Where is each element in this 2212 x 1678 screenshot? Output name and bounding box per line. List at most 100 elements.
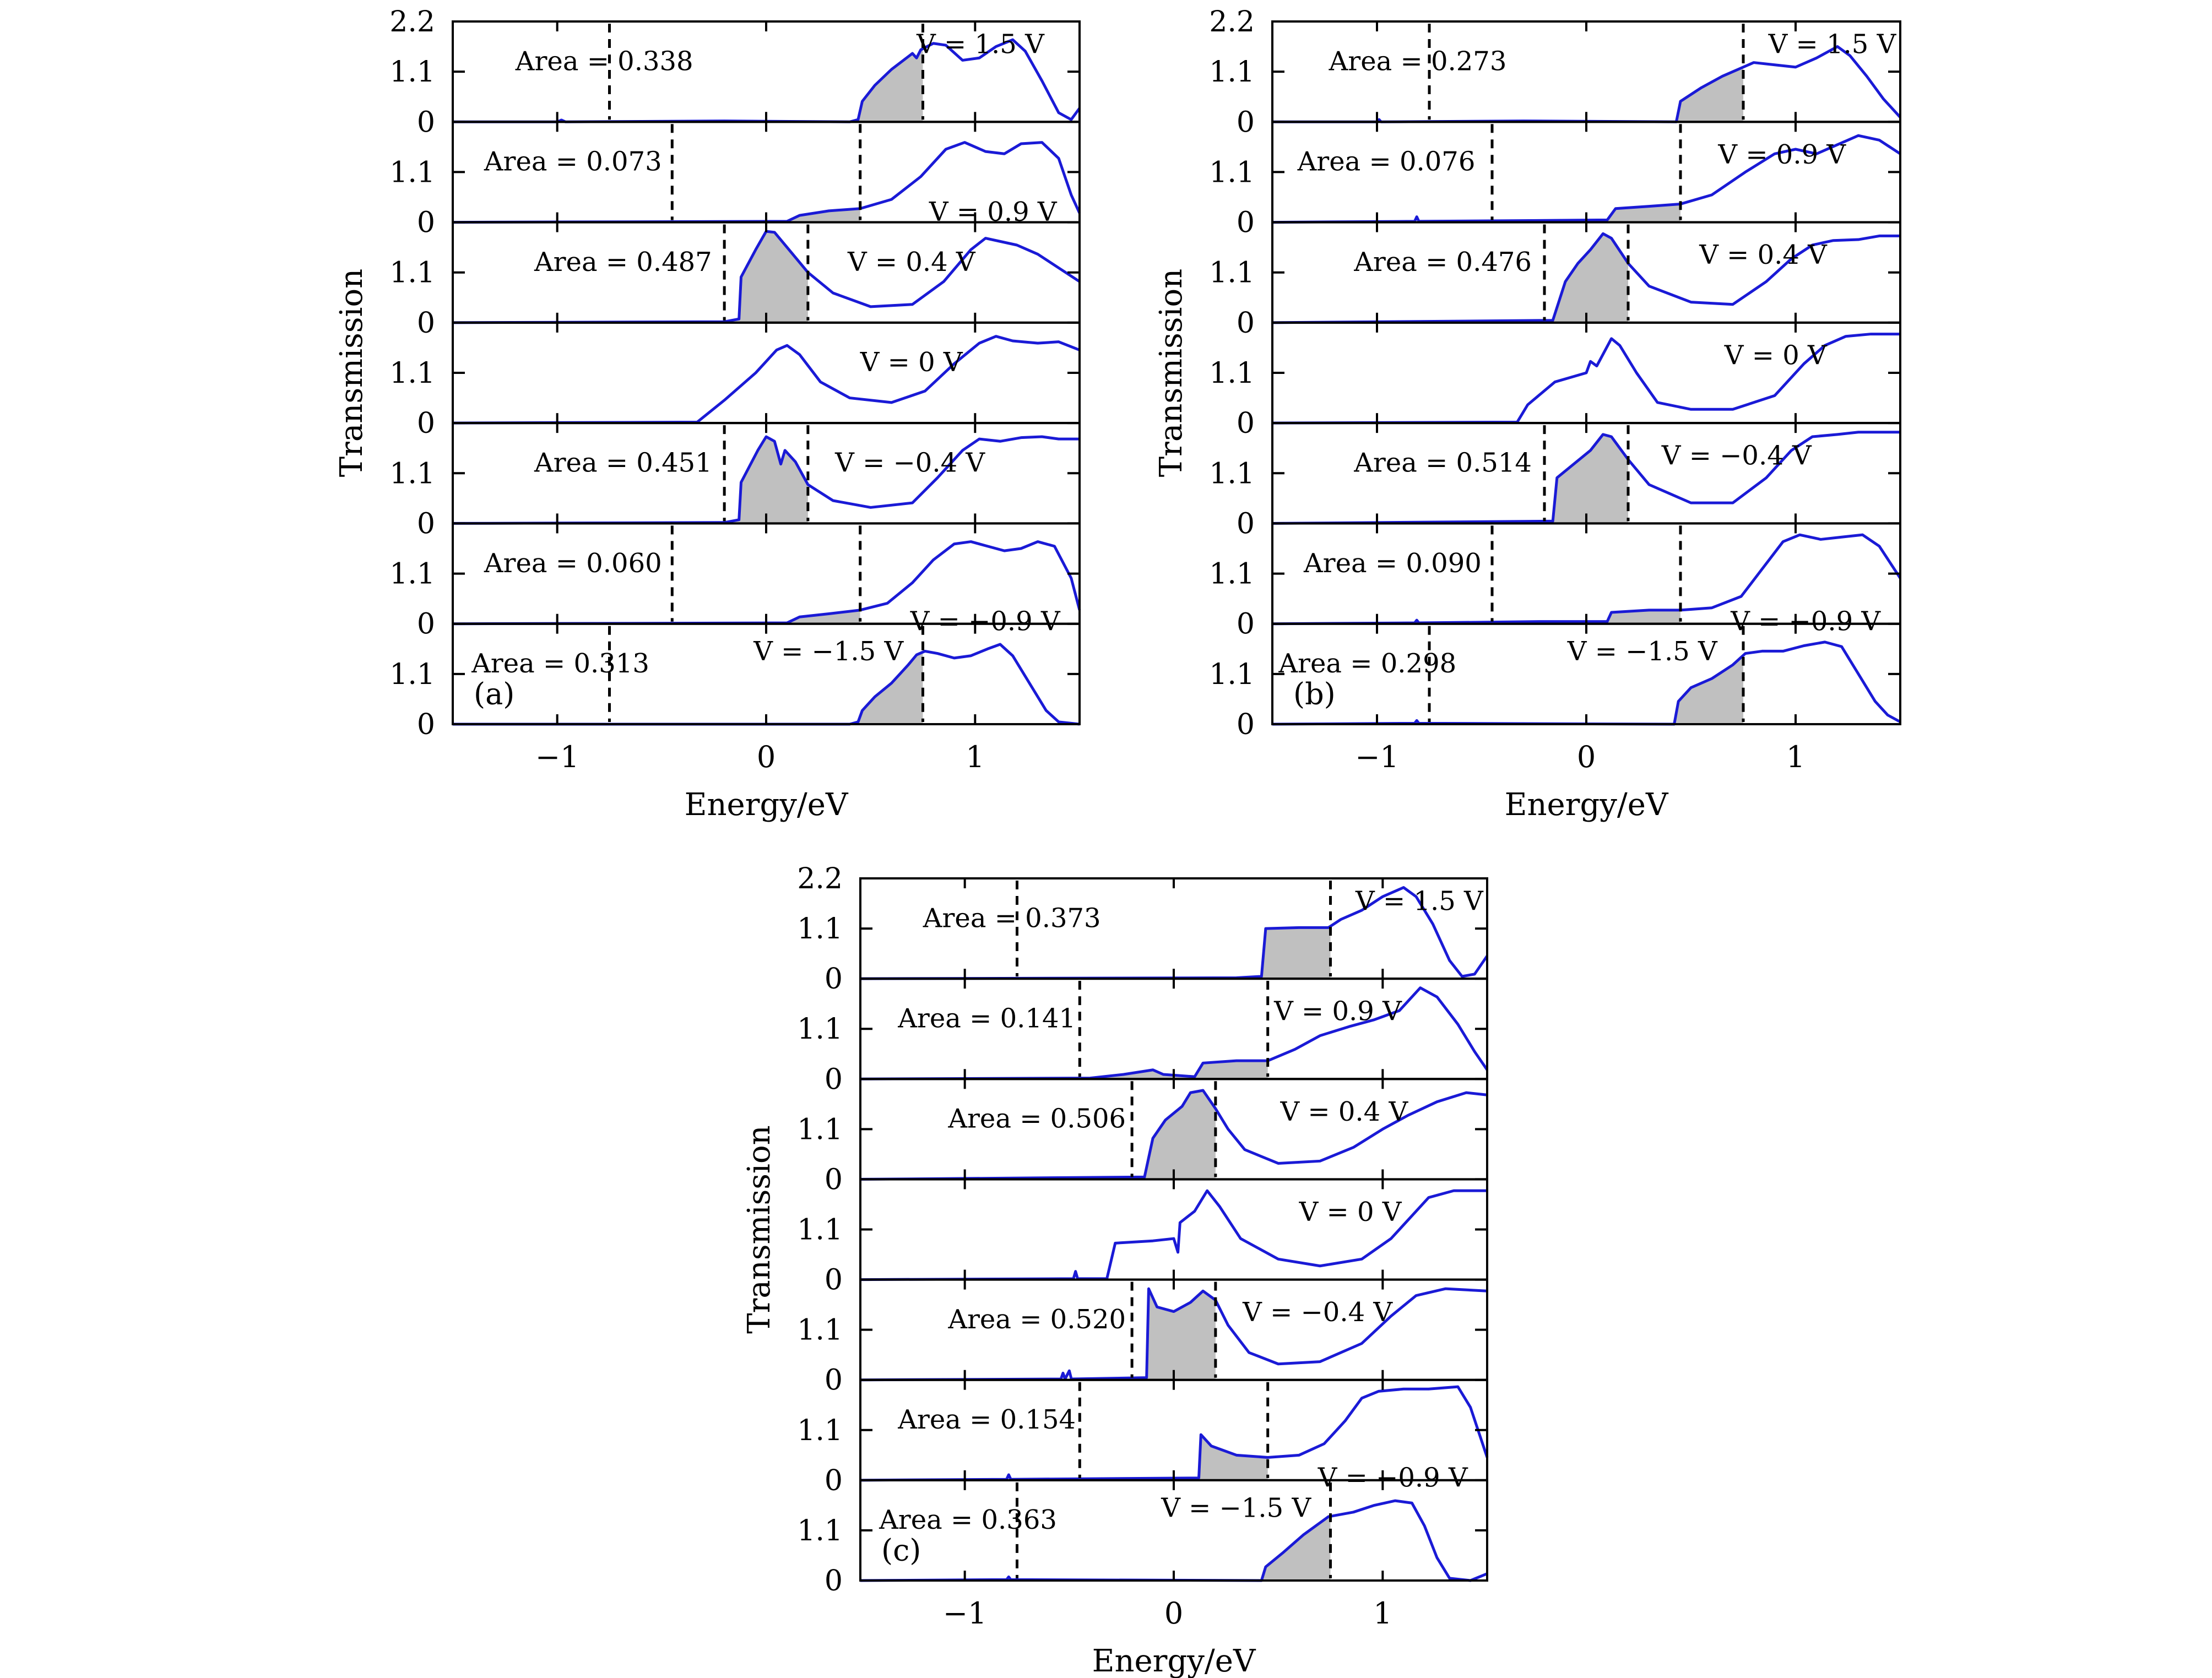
- area-label: Area = 0.451: [534, 447, 712, 478]
- bias-label: V = 1.5 V: [1355, 886, 1484, 916]
- bias-label: V = −1.5 V: [1161, 1492, 1311, 1523]
- y-tick-label: 1.1: [389, 257, 435, 290]
- area-label: Area = 0.060: [484, 548, 662, 579]
- shaded-area: [724, 231, 808, 323]
- bias-label: V = 0 V: [1724, 340, 1828, 371]
- x-tick-label: −1: [1355, 740, 1399, 774]
- area-label: Area = 0.476: [1353, 247, 1532, 278]
- y-tick-label: 1.1: [797, 1113, 843, 1146]
- shaded-area: [1544, 233, 1628, 323]
- transmission-curve: [452, 335, 1080, 425]
- shaded-area: [1132, 1090, 1216, 1180]
- y-tick-label: 0: [417, 106, 435, 139]
- y-tick-label: 1.1: [1209, 357, 1255, 390]
- transmission-curve: [452, 435, 1080, 525]
- row-b-2: 0 1.1 Area = 0.476 V = 0.4 V: [1209, 221, 1901, 340]
- y-tick-label: 1.1: [797, 1013, 843, 1046]
- y-tick-label: 0: [1237, 106, 1255, 139]
- shaded-area: [609, 652, 923, 724]
- row-a-6: 0 1.1 Area = 0.313 V = −1.5 V: [389, 622, 1081, 741]
- y-tick-label: 1.1: [1209, 457, 1255, 490]
- bias-label: V = 0.9 V: [1717, 139, 1846, 170]
- bias-label: V = −1.5 V: [753, 636, 904, 667]
- y-tick-label: 0: [417, 307, 435, 340]
- x-tick-label: −1: [943, 1596, 987, 1631]
- y-tick-label: 1.1: [389, 558, 435, 591]
- y-axis-title: Transmission: [334, 269, 370, 477]
- shaded-area: [672, 610, 860, 624]
- row-frame: [452, 321, 1081, 425]
- y-tick-label: 1.1: [1209, 658, 1255, 691]
- panel-label: (c): [881, 1533, 921, 1568]
- row-frame: [859, 1178, 1488, 1281]
- bias-label: V = −0.9 V: [1318, 1463, 1468, 1494]
- transmission-curve: [860, 1499, 1488, 1582]
- y-tick-label: 1.1: [389, 156, 435, 189]
- y-tick-label: 0: [1237, 207, 1255, 240]
- transmission-curve: [860, 1287, 1488, 1382]
- transmission-curve: [860, 986, 1489, 1080]
- area-label: Area = 0.298: [1278, 648, 1456, 679]
- y-tick-label: 2.2: [389, 6, 435, 39]
- bias-label: V = −1.5 V: [1567, 636, 1718, 667]
- y-tick-label: 0: [1237, 507, 1255, 540]
- y-tick-label: 1.1: [1209, 257, 1255, 290]
- y-tick-label: 1.1: [1209, 558, 1255, 591]
- y-tick-label: 0: [825, 1464, 843, 1497]
- bias-label: V = −0.9 V: [1730, 606, 1881, 637]
- x-tick-label: 0: [1577, 740, 1596, 774]
- y-tick-label: 0: [417, 708, 435, 741]
- transmission-curve: [860, 886, 1489, 980]
- bias-label: V = −0.4 V: [1661, 441, 1812, 471]
- transmission-curve: [1272, 134, 1901, 224]
- x-tick-label: 1: [1373, 1596, 1392, 1631]
- panel-label: (a): [474, 677, 514, 712]
- area-label: Area = 0.273: [1329, 46, 1507, 77]
- transmission-curve: [1272, 431, 1900, 525]
- row-c-0: 0 1.1 2.2 Area = 0.373 V = 1.5 V: [797, 862, 1489, 996]
- y-tick-label: 0: [1237, 407, 1255, 440]
- row-c-2: 0 1.1 Area = 0.506 V = 0.4 V: [797, 1078, 1488, 1196]
- area-label: Area = 0.090: [1303, 548, 1482, 579]
- shaded-area: [724, 437, 808, 524]
- y-tick-label: 1.1: [1209, 56, 1255, 89]
- y-tick-label: 1.1: [389, 56, 435, 89]
- y-tick-label: 0: [1237, 708, 1255, 741]
- area-label: Area = 0.141: [897, 1003, 1076, 1034]
- bias-label: V = 0.9 V: [1273, 996, 1402, 1027]
- x-tick-label: 1: [966, 740, 984, 774]
- bias-label: V = −0.4 V: [1242, 1297, 1393, 1328]
- bias-label: V = 0.4 V: [847, 247, 976, 278]
- bias-label: V = 1.5 V: [916, 29, 1045, 59]
- y-tick-label: 0: [825, 1565, 843, 1598]
- y-tick-label: 2.2: [797, 862, 843, 895]
- y-axis-title: Transmission: [1153, 269, 1189, 477]
- transmission-curve: [1272, 333, 1900, 425]
- shaded-area: [609, 48, 923, 122]
- area-label: Area = 0.373: [923, 903, 1101, 933]
- row-c-1: 0 1.1 Area = 0.141 V = 0.9 V: [797, 978, 1489, 1096]
- row-b-1: 0 1.1 Area = 0.076 V = 0.9 V: [1209, 121, 1901, 240]
- y-tick-label: 2.2: [1209, 6, 1255, 39]
- x-axis-title: Energy/eV: [1092, 1643, 1256, 1678]
- area-label: Area = 0.514: [1353, 447, 1532, 478]
- y-tick-label: 1.1: [389, 357, 435, 390]
- shaded-area: [672, 208, 860, 222]
- y-tick-label: 1.1: [797, 1314, 843, 1347]
- x-tick-label: 1: [1786, 740, 1805, 774]
- x-tick-label: −1: [535, 740, 579, 774]
- bias-label: V = 0.4 V: [1699, 240, 1828, 270]
- y-tick-label: 1.1: [797, 1514, 843, 1547]
- bias-label: V = 0.4 V: [1280, 1096, 1408, 1127]
- y-tick-label: 1.1: [797, 913, 843, 946]
- area-label: Area = 0.073: [484, 146, 662, 177]
- y-tick-label: 1.1: [1209, 156, 1255, 189]
- bias-label: V = 0 V: [1299, 1197, 1402, 1228]
- shaded-area: [1017, 926, 1331, 979]
- shaded-area: [1429, 655, 1743, 724]
- y-tick-label: 0: [1237, 307, 1255, 340]
- y-tick-label: 1.1: [389, 658, 435, 691]
- transmission-curve: [452, 540, 1081, 626]
- x-axis-title: Energy/eV: [685, 787, 849, 823]
